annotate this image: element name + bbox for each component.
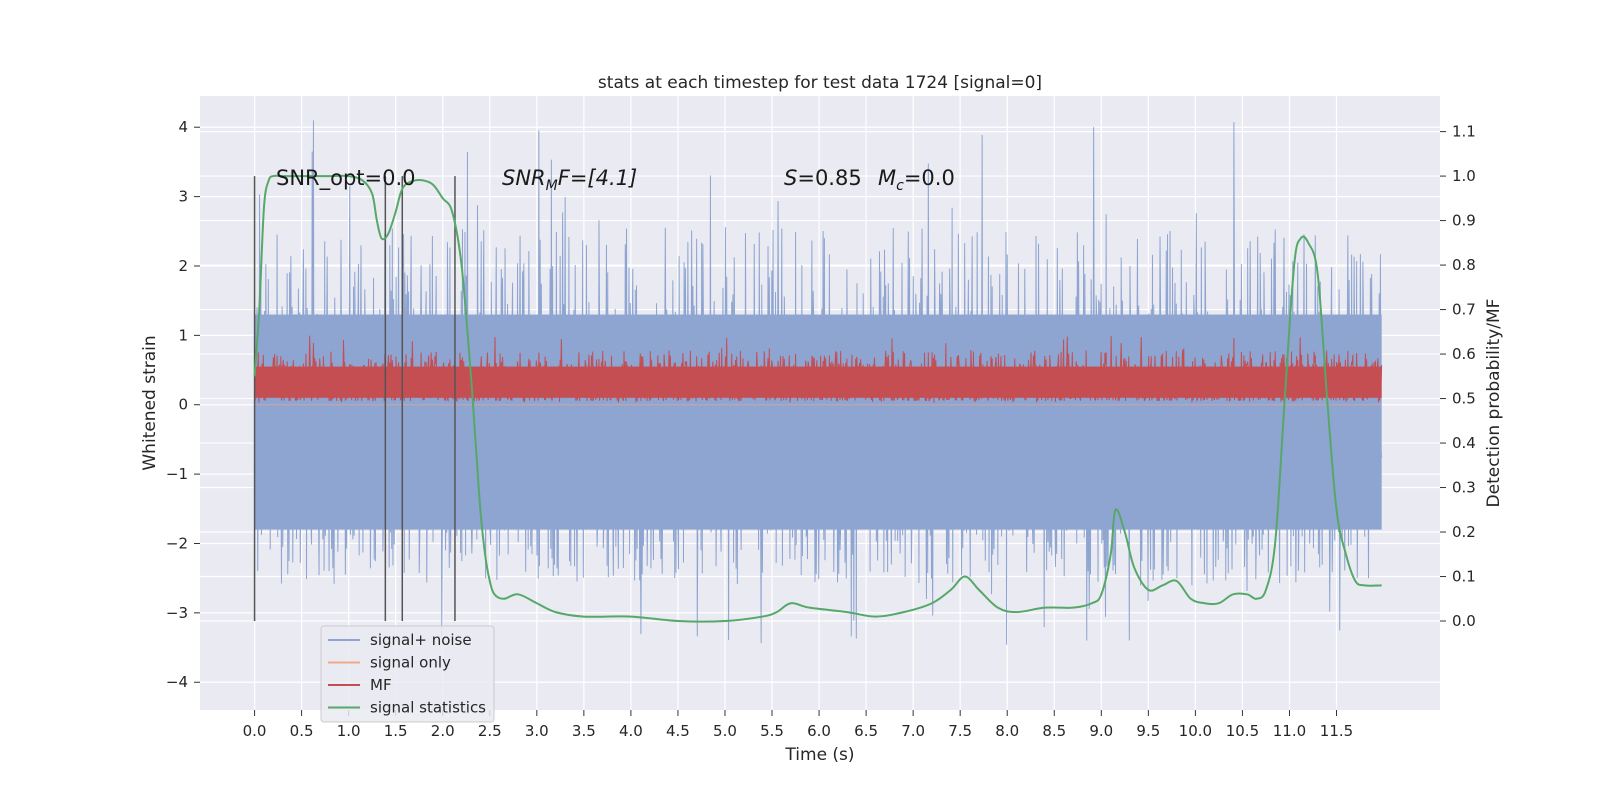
legend-label: MF — [370, 676, 392, 694]
chart-title: stats at each timestep for test data 172… — [598, 73, 1042, 93]
y-left-tick-label: −2 — [166, 534, 188, 552]
x-tick-label: 2.5 — [478, 722, 502, 740]
x-tick-label: 10.5 — [1226, 722, 1259, 740]
x-tick-label: 10.0 — [1179, 722, 1212, 740]
x-tick-label: 7.5 — [948, 722, 972, 740]
y-right-tick-label: 1.0 — [1452, 167, 1476, 185]
x-tick-label: 3.5 — [572, 722, 596, 740]
annotation-snr-opt: SNR_opt=0.0 — [276, 166, 416, 191]
annotations: SNR_opt=0.0 SNRMF=[4.1] S=0.85 Mc=0.0 — [276, 166, 955, 194]
x-tick-label: 9.5 — [1136, 722, 1160, 740]
y-right-tick-label: 0.4 — [1452, 434, 1476, 452]
y-axis-left-ticks: 4 3 2 1 0 −1 −2 −3 −4 — [166, 118, 200, 691]
annotation-s-value: =0.85 — [797, 166, 861, 190]
legend-label: signal+ noise — [370, 631, 472, 649]
y-left-tick-label: 2 — [178, 257, 188, 275]
x-tick-label: 1.5 — [384, 722, 408, 740]
x-tick-label: 5.0 — [713, 722, 737, 740]
series-mf — [254, 335, 1383, 403]
y-right-tick-label: 0.1 — [1452, 568, 1476, 586]
x-tick-label: 8.0 — [995, 722, 1019, 740]
signal-statistics-line — [253, 174, 1382, 623]
y-left-tick-label: 3 — [178, 188, 188, 206]
y-left-tick-label: −4 — [166, 673, 188, 691]
annotation-mc-symbol: M — [878, 166, 896, 190]
y-right-tick-label: 0.2 — [1452, 523, 1476, 541]
y-right-tick-label: 0.7 — [1452, 301, 1476, 319]
x-tick-label: 6.0 — [807, 722, 831, 740]
y-right-tick-label: 0.0 — [1452, 612, 1476, 630]
annotation-mc-subscript: c — [896, 178, 904, 194]
series-signal-statistics — [253, 174, 1382, 623]
x-tick-label: 0.0 — [243, 722, 267, 740]
x-axis-ticks: 0.0 0.5 1.0 1.5 2.0 2.5 3.0 3.5 4.0 4.5 5.0 5.5 6.0 6… — [243, 710, 1353, 740]
annotation-mc: Mc=0.0 — [878, 166, 955, 194]
y-axis-right-ticks: 1.1 1.0 0.9 0.8 0.7 0.6 0.5 0.4 0.3 0.2 0.1 0.0 — [1440, 123, 1476, 630]
legend: signal+ noise signal only MF signal statist… — [320, 625, 495, 723]
y-right-tick-label: 0.8 — [1452, 256, 1476, 274]
x-tick-label: 4.0 — [619, 722, 643, 740]
annotation-snr-mf-value: F=[4.1] — [558, 166, 637, 190]
x-tick-label: 0.5 — [290, 722, 314, 740]
series-signal-noise — [254, 120, 1383, 645]
annotation-s: S=0.85 — [784, 166, 862, 190]
annotation-snr-mf-symbol: SNR — [502, 166, 546, 190]
y-left-tick-label: 1 — [178, 326, 188, 344]
legend-label: signal statistics — [370, 699, 486, 717]
x-tick-label: 11.5 — [1320, 722, 1353, 740]
annotation-mc-value: =0.0 — [904, 166, 955, 190]
vertical-markers — [253, 176, 456, 622]
y-right-tick-label: 0.5 — [1452, 390, 1476, 408]
x-tick-label: 1.0 — [337, 722, 361, 740]
x-tick-label: 8.5 — [1042, 722, 1066, 740]
mf-trace — [254, 335, 1383, 403]
y-left-tick-label: 4 — [178, 118, 188, 136]
y-right-tick-label: 1.1 — [1452, 123, 1476, 141]
y-left-tick-label: −1 — [166, 465, 188, 483]
y-axis-right-label: Detection probability/MF — [1484, 299, 1504, 508]
x-tick-label: 2.0 — [431, 722, 455, 740]
annotation-s-symbol: S — [784, 166, 797, 190]
legend-label: signal only — [370, 654, 451, 672]
y-axis-left-label: Whitened strain — [140, 335, 160, 470]
x-tick-label: 5.5 — [760, 722, 784, 740]
y-right-tick-label: 0.3 — [1452, 479, 1476, 497]
y-right-tick-label: 0.9 — [1452, 212, 1476, 230]
y-right-tick-label: 0.6 — [1452, 345, 1476, 363]
legend-frame — [320, 625, 495, 723]
x-tick-label: 3.0 — [525, 722, 549, 740]
x-tick-label: 7.0 — [901, 722, 925, 740]
x-tick-label: 6.5 — [854, 722, 878, 740]
y-left-tick-label: −3 — [166, 604, 188, 622]
x-tick-label: 4.5 — [666, 722, 690, 740]
annotation-snr-mf: SNRMF=[4.1] — [502, 166, 637, 194]
y-left-tick-label: 0 — [178, 396, 188, 414]
annotation-snr-mf-subscript: M — [546, 178, 558, 194]
x-axis-label: Time (s) — [784, 745, 854, 765]
noise-trace — [254, 120, 1383, 645]
x-tick-label: 11.0 — [1273, 722, 1306, 740]
x-tick-label: 9.0 — [1089, 722, 1113, 740]
